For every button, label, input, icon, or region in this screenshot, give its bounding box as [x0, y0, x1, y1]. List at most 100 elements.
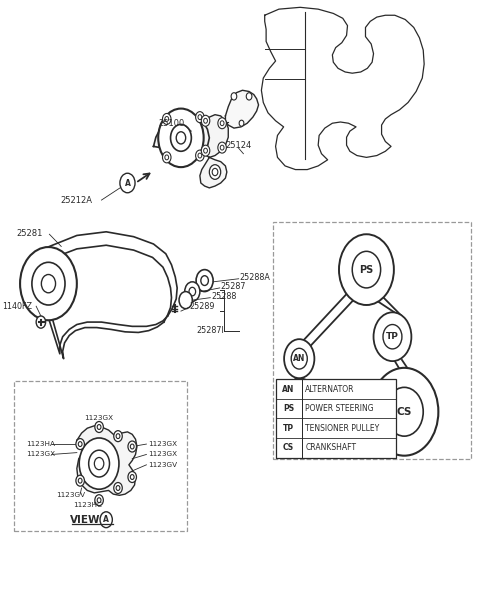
Circle shape: [36, 316, 46, 328]
Circle shape: [291, 348, 307, 369]
Text: 1123GX: 1123GX: [84, 415, 114, 421]
Text: CS: CS: [396, 407, 412, 417]
Polygon shape: [203, 115, 228, 157]
Text: 25212A: 25212A: [61, 196, 93, 204]
Text: 25288A: 25288A: [240, 273, 271, 282]
Text: 1123HC: 1123HC: [73, 502, 102, 508]
Circle shape: [201, 145, 210, 156]
Circle shape: [201, 115, 210, 126]
Circle shape: [189, 287, 196, 296]
Circle shape: [383, 325, 402, 349]
FancyBboxPatch shape: [14, 381, 187, 531]
Circle shape: [130, 475, 134, 479]
Circle shape: [89, 450, 109, 477]
Circle shape: [196, 270, 213, 292]
Circle shape: [339, 234, 394, 305]
Circle shape: [220, 145, 224, 150]
Circle shape: [114, 483, 122, 493]
Text: 1123GX: 1123GX: [26, 451, 55, 458]
Circle shape: [116, 486, 120, 490]
Circle shape: [176, 132, 186, 144]
Circle shape: [204, 118, 207, 123]
Circle shape: [128, 441, 136, 452]
Circle shape: [95, 422, 103, 432]
Polygon shape: [226, 90, 259, 128]
Circle shape: [76, 439, 84, 450]
Circle shape: [284, 339, 314, 378]
Circle shape: [100, 512, 112, 528]
FancyBboxPatch shape: [273, 222, 471, 459]
Text: 1123GV: 1123GV: [148, 462, 177, 468]
Text: AN: AN: [282, 385, 295, 393]
Circle shape: [231, 93, 237, 100]
Circle shape: [128, 472, 136, 483]
Text: PS: PS: [360, 265, 373, 274]
Text: 1123HA: 1123HA: [26, 441, 55, 447]
Circle shape: [114, 431, 122, 442]
Circle shape: [78, 442, 82, 447]
Text: TENSIONER PULLEY: TENSIONER PULLEY: [305, 424, 380, 432]
Text: TP: TP: [283, 424, 294, 432]
Circle shape: [196, 150, 204, 161]
Text: 25100: 25100: [158, 119, 185, 127]
Circle shape: [179, 292, 192, 309]
Polygon shape: [200, 157, 227, 188]
Circle shape: [209, 165, 221, 179]
Circle shape: [218, 118, 227, 129]
Circle shape: [41, 274, 56, 293]
Circle shape: [385, 387, 423, 436]
Text: CS: CS: [283, 443, 294, 452]
Circle shape: [163, 113, 171, 124]
Bar: [276, 379, 396, 458]
Circle shape: [97, 425, 101, 429]
Circle shape: [218, 142, 227, 153]
Circle shape: [76, 475, 84, 486]
Circle shape: [196, 112, 204, 123]
Text: TP: TP: [386, 332, 399, 341]
Circle shape: [201, 276, 208, 285]
Circle shape: [79, 438, 119, 489]
Circle shape: [198, 115, 202, 120]
Polygon shape: [154, 115, 209, 161]
Text: 1123GX: 1123GX: [148, 451, 177, 458]
Text: 1123GX: 1123GX: [148, 441, 177, 447]
Text: 25289: 25289: [189, 303, 215, 311]
Circle shape: [165, 117, 168, 121]
Circle shape: [20, 247, 77, 320]
Circle shape: [78, 478, 82, 483]
Circle shape: [239, 120, 244, 126]
Circle shape: [32, 262, 65, 305]
Circle shape: [185, 282, 200, 301]
Circle shape: [220, 121, 224, 126]
Text: VIEW: VIEW: [70, 515, 100, 525]
Circle shape: [370, 368, 438, 456]
Text: 25287I: 25287I: [196, 326, 224, 335]
Circle shape: [116, 434, 120, 439]
Text: A: A: [124, 179, 131, 187]
Circle shape: [170, 124, 192, 151]
Text: 25124: 25124: [226, 141, 252, 149]
Text: POWER STEERING: POWER STEERING: [305, 404, 374, 413]
Circle shape: [198, 153, 202, 158]
Text: 25288: 25288: [211, 292, 237, 301]
Text: A: A: [103, 515, 109, 524]
Circle shape: [204, 148, 207, 153]
Circle shape: [246, 93, 252, 100]
Text: 1123GV: 1123GV: [56, 492, 85, 498]
Circle shape: [130, 444, 134, 449]
Circle shape: [120, 173, 135, 193]
Text: ALTERNATOR: ALTERNATOR: [305, 385, 355, 393]
Polygon shape: [77, 426, 137, 495]
Circle shape: [352, 251, 381, 288]
Text: 25281: 25281: [16, 229, 43, 237]
Circle shape: [97, 498, 101, 503]
Text: 1140FZ: 1140FZ: [2, 302, 32, 310]
Text: 25287: 25287: [221, 282, 246, 291]
Circle shape: [95, 458, 104, 470]
Circle shape: [373, 312, 411, 361]
Circle shape: [165, 155, 168, 160]
Circle shape: [95, 495, 103, 506]
Circle shape: [158, 109, 204, 167]
Text: CRANKSHAFT: CRANKSHAFT: [305, 443, 356, 452]
Circle shape: [163, 152, 171, 163]
